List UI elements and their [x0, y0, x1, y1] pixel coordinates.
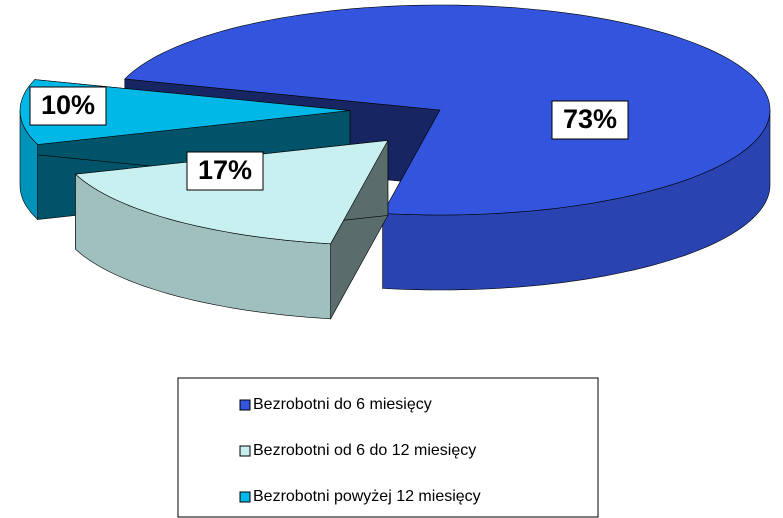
data-label-box	[551, 100, 629, 140]
data-label-box	[186, 151, 264, 191]
legend-label: Bezrobotni od 6 do 12 miesięcy	[253, 442, 476, 459]
legend-swatch	[239, 399, 251, 411]
data-label: 10%	[41, 90, 95, 120]
legend-label: Bezrobotni do 6 miesięcy	[253, 396, 432, 413]
legend-label: Bezrobotni powyżej 12 miesięcy	[253, 488, 481, 505]
legend: Bezrobotni do 6 miesięcy Bezrobotni od 6 …	[239, 396, 481, 505]
slice	[124, 4, 771, 216]
legend-swatch	[239, 491, 251, 503]
data-label-box	[29, 86, 107, 126]
pie: 73% 17% 10%	[19, 4, 771, 320]
legend-swatch	[239, 445, 251, 457]
data-label: 73%	[563, 104, 617, 134]
data-label: 17%	[198, 155, 252, 185]
slice	[74, 140, 389, 245]
